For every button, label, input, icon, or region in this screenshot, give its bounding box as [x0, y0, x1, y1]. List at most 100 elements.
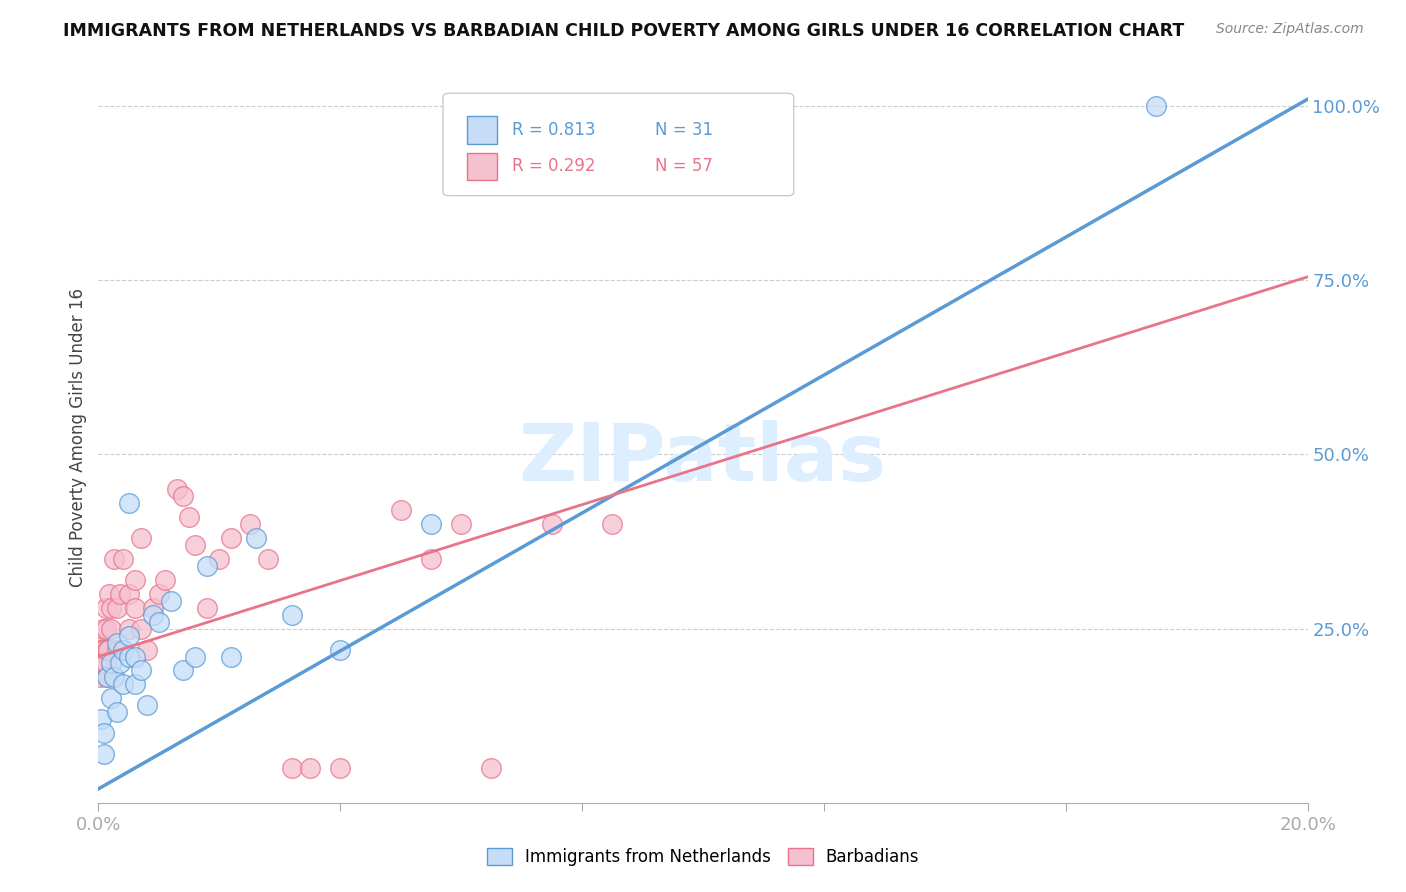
Point [124, 573, 146, 587]
Point [93, 642, 115, 657]
Point [281, 607, 304, 622]
Point [111, 642, 134, 657]
FancyBboxPatch shape [467, 116, 498, 144]
Point [450, 517, 472, 532]
Point [89, 649, 111, 664]
Point [389, 503, 412, 517]
Point [481, 761, 503, 775]
Point [142, 607, 165, 622]
Point [87, 657, 110, 671]
Point [103, 670, 125, 684]
Point [245, 531, 267, 545]
FancyBboxPatch shape [443, 94, 793, 195]
FancyBboxPatch shape [467, 153, 498, 180]
Point [184, 649, 207, 664]
Point [96, 670, 118, 684]
Point [93, 657, 115, 671]
Text: IMMIGRANTS FROM NETHERLANDS VS BARBADIAN CHILD POVERTY AMONG GIRLS UNDER 16 CORR: IMMIGRANTS FROM NETHERLANDS VS BARBADIAN… [63, 22, 1184, 40]
Point [90, 642, 112, 657]
Point [111, 552, 134, 566]
Point [124, 600, 146, 615]
Text: Source: ZipAtlas.com: Source: ZipAtlas.com [1216, 22, 1364, 37]
Point [148, 615, 170, 629]
Text: R = 0.813: R = 0.813 [512, 121, 596, 139]
Point [129, 622, 152, 636]
Point [90, 657, 112, 671]
Point [108, 657, 131, 671]
Point [118, 629, 141, 643]
Point [97, 642, 120, 657]
Point [221, 531, 243, 545]
Point [129, 664, 152, 678]
Point [96, 657, 118, 671]
Point [91, 622, 114, 636]
Point [124, 649, 146, 664]
Point [105, 642, 128, 657]
Point [105, 705, 128, 719]
Point [420, 517, 443, 532]
Point [91, 642, 114, 657]
Point [172, 489, 194, 503]
Point [221, 649, 243, 664]
Point [98, 587, 121, 601]
Point [329, 642, 352, 657]
Point [118, 622, 141, 636]
Point [179, 510, 201, 524]
Point [299, 761, 322, 775]
Point [105, 600, 128, 615]
Point [239, 517, 262, 532]
Point [108, 587, 131, 601]
Point [96, 642, 118, 657]
Point [89, 642, 111, 657]
Point [184, 538, 207, 552]
Point [281, 761, 304, 775]
Point [105, 635, 128, 649]
Point [90, 635, 112, 649]
Y-axis label: Child Poverty Among Girls Under 16: Child Poverty Among Girls Under 16 [69, 287, 87, 587]
Point [1144, 99, 1167, 113]
Point [93, 747, 115, 761]
Point [172, 664, 194, 678]
Text: N = 57: N = 57 [655, 158, 713, 176]
Point [118, 496, 141, 510]
Point [90, 712, 112, 726]
Point [118, 649, 141, 664]
Point [111, 642, 134, 657]
Point [94, 622, 117, 636]
Point [135, 698, 157, 713]
Point [208, 552, 231, 566]
Point [420, 552, 443, 566]
Point [195, 558, 218, 573]
Point [540, 517, 562, 532]
Point [91, 657, 114, 671]
Point [103, 552, 125, 566]
Point [160, 594, 183, 608]
Point [124, 677, 146, 691]
Text: N = 31: N = 31 [655, 121, 713, 139]
Point [118, 587, 141, 601]
Point [96, 670, 118, 684]
Point [135, 642, 157, 657]
Point [129, 531, 152, 545]
Point [256, 552, 278, 566]
Legend: Immigrants from Netherlands, Barbadians: Immigrants from Netherlands, Barbadians [478, 840, 928, 875]
Point [148, 587, 170, 601]
Point [93, 726, 115, 740]
Point [195, 600, 218, 615]
Point [90, 664, 112, 678]
Point [142, 600, 165, 615]
Point [91, 657, 114, 671]
Point [329, 761, 352, 775]
Point [111, 677, 134, 691]
Point [100, 657, 122, 671]
Text: ZIPatlas: ZIPatlas [519, 420, 887, 498]
Text: R = 0.292: R = 0.292 [512, 158, 596, 176]
Point [100, 691, 122, 706]
Point [94, 600, 117, 615]
Point [89, 670, 111, 684]
Point [153, 573, 176, 587]
Point [100, 600, 122, 615]
Point [166, 483, 188, 497]
Point [602, 517, 624, 532]
Point [100, 622, 122, 636]
